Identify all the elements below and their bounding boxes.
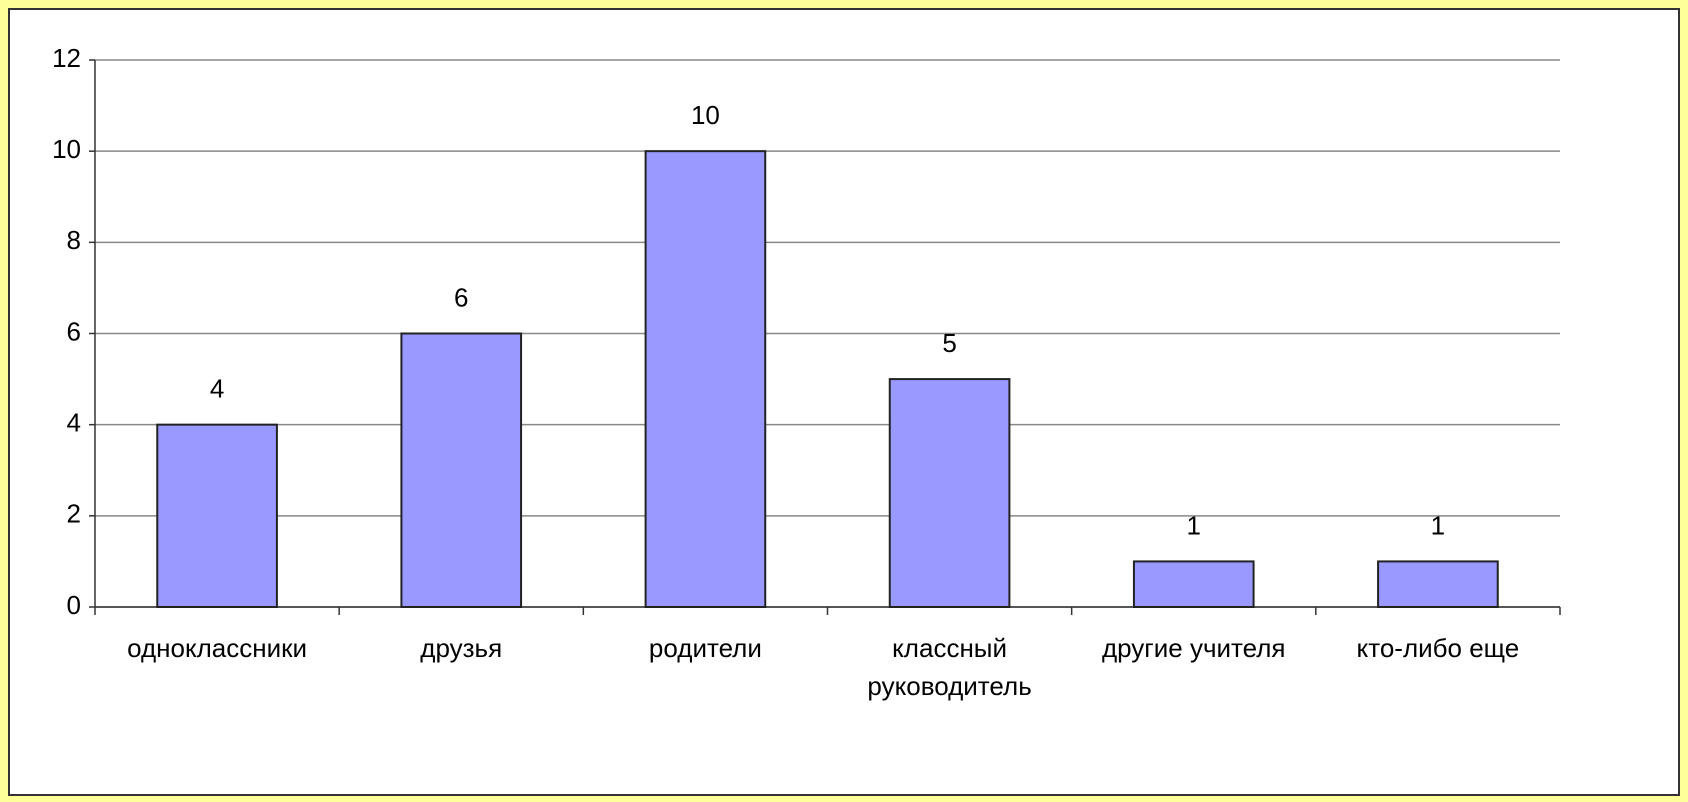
bar	[644, 150, 767, 609]
x-tick-label: другие учителя	[1101, 633, 1286, 663]
value-label: 1	[1187, 510, 1201, 540]
value-label: 5	[942, 328, 956, 358]
bar	[888, 378, 1011, 609]
x-tick-label: одноклассники	[127, 633, 308, 663]
x-tick-label: друзья	[420, 633, 503, 663]
value-label: 1	[1431, 510, 1445, 540]
bar	[156, 423, 278, 608]
y-tick-label: 8	[67, 225, 81, 255]
y-tick-label: 10	[52, 134, 81, 164]
y-tick-label: 2	[67, 499, 81, 529]
x-tick-label: родители	[648, 633, 762, 663]
value-label: 6	[454, 282, 468, 312]
y-tick-label: 6	[67, 316, 81, 346]
bar	[1377, 560, 1499, 609]
bar	[400, 332, 523, 608]
chart: 0 2 4 6 8 10 12 4 6 10 5 1 1	[52, 43, 1561, 620]
y-tick-label: 0	[67, 590, 81, 620]
x-tick-label: классный руководитель	[867, 633, 1032, 701]
bar	[1132, 560, 1255, 609]
y-tick-label: 4	[67, 408, 81, 438]
chart-frame: 0 2 4 6 8 10 12 4 6 10 5 1 1 одноклассники друзья роди…	[8, 8, 1680, 796]
y-tick-label: 12	[52, 43, 81, 73]
x-tick-label: кто-либо еще	[1356, 633, 1520, 663]
value-label: 10	[691, 100, 720, 130]
value-label: 4	[210, 374, 224, 404]
